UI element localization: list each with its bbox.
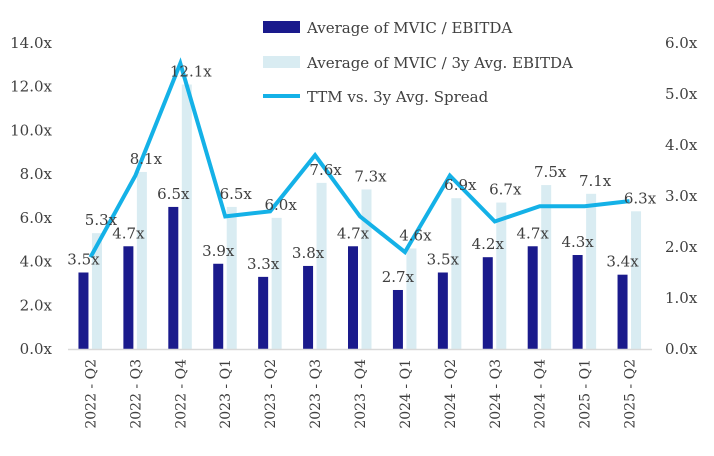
- data-label-mvic-3y-ebitda: 7.3x: [354, 167, 387, 185]
- right-y-tick-label: 6.0x: [665, 34, 698, 52]
- data-label-mvic-3y-ebitda: 6.3x: [624, 189, 657, 207]
- bar-mvic-3y-ebitda: [317, 183, 327, 349]
- x-tick-label: 2024 - Q1: [398, 359, 414, 429]
- bar-mvic-ebitda: [123, 246, 133, 349]
- x-tick-label: 2024 - Q4: [533, 359, 549, 429]
- data-label-mvic-3y-ebitda: 6.0x: [264, 196, 297, 214]
- data-label-mvic-ebitda: 3.5x: [67, 251, 100, 269]
- right-y-tick-label: 2.0x: [665, 238, 698, 256]
- x-tick-label: 2024 - Q3: [488, 359, 504, 429]
- left-y-tick-label: 14.0x: [10, 34, 52, 52]
- x-tick-label: 2023 - Q2: [263, 359, 279, 429]
- x-tick-label: 2025 - Q2: [623, 359, 639, 429]
- bar-mvic-ebitda: [168, 207, 178, 349]
- bar-mvic-ebitda: [258, 277, 268, 349]
- x-tick-label: 2023 - Q3: [308, 359, 324, 429]
- x-tick-label: 2022 - Q2: [83, 359, 99, 429]
- data-label-mvic-3y-ebitda: 7.5x: [534, 163, 567, 181]
- bar-mvic-ebitda: [78, 273, 88, 350]
- legend-label-mvic-3y-ebitda: Average of MVIC / 3y Avg. EBITDA: [306, 54, 573, 72]
- legend: Average of MVIC / EBITDA Average of MVIC …: [263, 19, 573, 106]
- data-label-mvic-ebitda: 4.3x: [561, 233, 594, 251]
- x-tick-label: 2022 - Q4: [173, 359, 189, 429]
- bar-mvic-3y-ebitda: [137, 172, 147, 349]
- bar-mvic-ebitda: [348, 246, 358, 349]
- bar-mvic-ebitda: [528, 246, 538, 349]
- bar-mvic-3y-ebitda: [586, 194, 596, 349]
- data-label-mvic-ebitda: 4.2x: [472, 235, 505, 253]
- x-tick-label: 2022 - Q3: [128, 359, 144, 429]
- left-y-tick-label: 8.0x: [20, 165, 53, 183]
- left-y-tick-label: 6.0x: [20, 209, 53, 227]
- x-tick-label: 2024 - Q2: [443, 359, 459, 429]
- data-label-mvic-3y-ebitda: 8.1x: [130, 150, 163, 168]
- right-y-tick-label: 4.0x: [665, 136, 698, 154]
- bar-mvic-ebitda: [393, 290, 403, 349]
- bar-mvic-ebitda: [303, 266, 313, 349]
- data-label-mvic-3y-ebitda: 6.5x: [220, 185, 253, 203]
- bar-mvic-3y-ebitda: [631, 211, 641, 349]
- data-label-mvic-ebitda: 4.7x: [112, 224, 145, 242]
- right-y-tick-label: 3.0x: [665, 187, 698, 205]
- bar-mvic-3y-ebitda: [272, 218, 282, 349]
- bar-mvic-ebitda: [618, 275, 628, 349]
- left-y-tick-label: 12.0x: [10, 78, 52, 96]
- legend-label-mvic-ebitda: Average of MVIC / EBITDA: [306, 19, 512, 37]
- data-label-mvic-ebitda: 3.5x: [427, 251, 460, 269]
- x-tick-label: 2025 - Q1: [578, 359, 594, 429]
- bar-mvic-ebitda: [483, 257, 493, 349]
- data-label-mvic-3y-ebitda: 12.1x: [170, 63, 212, 81]
- data-label-mvic-ebitda: 3.3x: [247, 255, 280, 273]
- legend-swatch-mvic-3y-ebitda: [263, 56, 300, 68]
- data-label-mvic-ebitda: 2.7x: [382, 268, 415, 286]
- x-tick-label: 2023 - Q1: [218, 359, 234, 429]
- right-y-tick-label: 0.0x: [665, 340, 698, 358]
- bar-mvic-3y-ebitda: [406, 248, 416, 349]
- bar-mvic-ebitda: [213, 264, 223, 349]
- left-y-tick-label: 4.0x: [20, 253, 53, 271]
- data-label-mvic-ebitda: 3.4x: [606, 253, 639, 271]
- data-label-mvic-ebitda: 4.7x: [517, 224, 550, 242]
- data-label-mvic-ebitda: 3.8x: [292, 244, 325, 262]
- bar-mvic-3y-ebitda: [362, 189, 372, 349]
- bar-mvic-ebitda: [438, 273, 448, 350]
- bar-mvic-3y-ebitda: [227, 207, 237, 349]
- bar-mvic-3y-ebitda: [182, 85, 192, 349]
- right-y-tick-label: 1.0x: [665, 289, 698, 307]
- left-y-tick-label: 10.0x: [10, 121, 52, 139]
- left-y-tick-label: 0.0x: [20, 340, 53, 358]
- data-label-mvic-3y-ebitda: 7.6x: [309, 161, 342, 179]
- data-label-mvic-ebitda: 4.7x: [337, 224, 370, 242]
- left-y-tick-label: 2.0x: [20, 296, 53, 314]
- bar-mvic-ebitda: [573, 255, 583, 349]
- legend-swatch-mvic-ebitda: [263, 21, 300, 33]
- bar-mvic-3y-ebitda: [451, 198, 461, 349]
- legend-label-spread: TTM vs. 3y Avg. Spread: [307, 88, 489, 106]
- bar-mvic-3y-ebitda: [541, 185, 551, 349]
- bar-mvic-3y-ebitda: [496, 203, 506, 349]
- data-label-mvic-3y-ebitda: 6.9x: [444, 176, 477, 194]
- data-label-mvic-ebitda: 3.9x: [202, 242, 235, 260]
- data-label-mvic-3y-ebitda: 6.7x: [489, 181, 522, 199]
- right-y-tick-label: 5.0x: [665, 85, 698, 103]
- data-label-mvic-ebitda: 6.5x: [157, 185, 190, 203]
- data-label-mvic-3y-ebitda: 4.6x: [399, 226, 432, 244]
- data-label-mvic-3y-ebitda: 7.1x: [579, 172, 612, 190]
- x-tick-label: 2023 - Q4: [353, 359, 369, 429]
